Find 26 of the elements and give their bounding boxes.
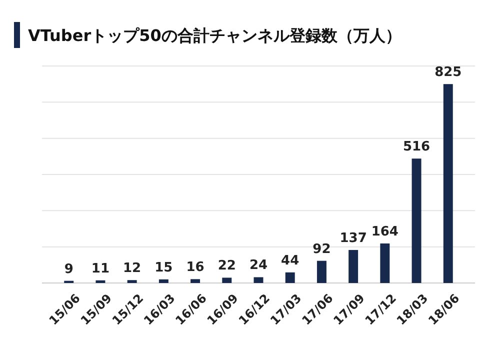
bar (348, 250, 358, 283)
bar (222, 278, 232, 283)
bar (443, 84, 453, 283)
bar (285, 272, 295, 283)
data-label: 11 (91, 261, 110, 276)
data-label: 9 (64, 262, 74, 277)
bar (190, 279, 200, 283)
bar (96, 280, 106, 283)
bar (127, 280, 137, 283)
data-label: 16 (186, 260, 204, 276)
data-label: 164 (371, 224, 398, 240)
bar (254, 277, 264, 283)
data-label: 825 (434, 65, 462, 80)
bar (158, 279, 168, 283)
data-label: 44 (281, 253, 300, 268)
bar (316, 260, 326, 283)
data-label: 12 (123, 261, 142, 276)
data-label: 15 (154, 260, 173, 276)
data-label: 24 (249, 258, 268, 274)
chart-title: VTuberトップ50の合計チャンネル登録数（万人） (28, 26, 402, 45)
bar (412, 158, 422, 283)
data-label: 22 (218, 258, 236, 274)
data-label: 137 (340, 230, 367, 246)
bar (380, 243, 390, 283)
data-label: 516 (402, 140, 430, 155)
data-label: 92 (312, 242, 331, 257)
